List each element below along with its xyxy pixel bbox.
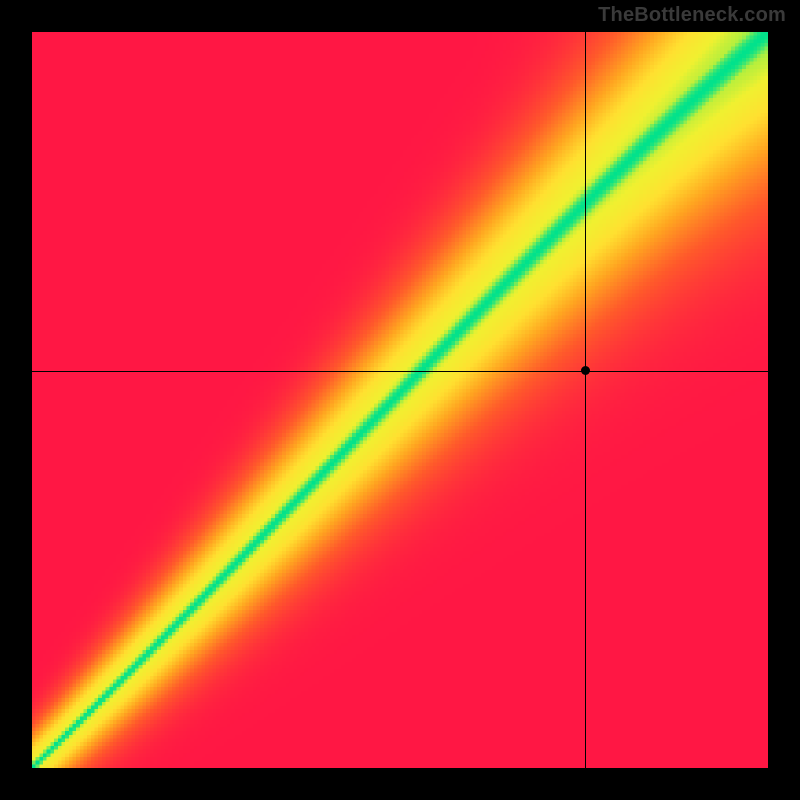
heatmap-canvas bbox=[32, 32, 768, 768]
crosshair-horizontal bbox=[32, 371, 768, 372]
selection-marker bbox=[581, 366, 590, 375]
watermark-text: TheBottleneck.com bbox=[598, 4, 786, 27]
crosshair-vertical bbox=[585, 32, 586, 768]
heatmap-plot bbox=[32, 32, 768, 768]
